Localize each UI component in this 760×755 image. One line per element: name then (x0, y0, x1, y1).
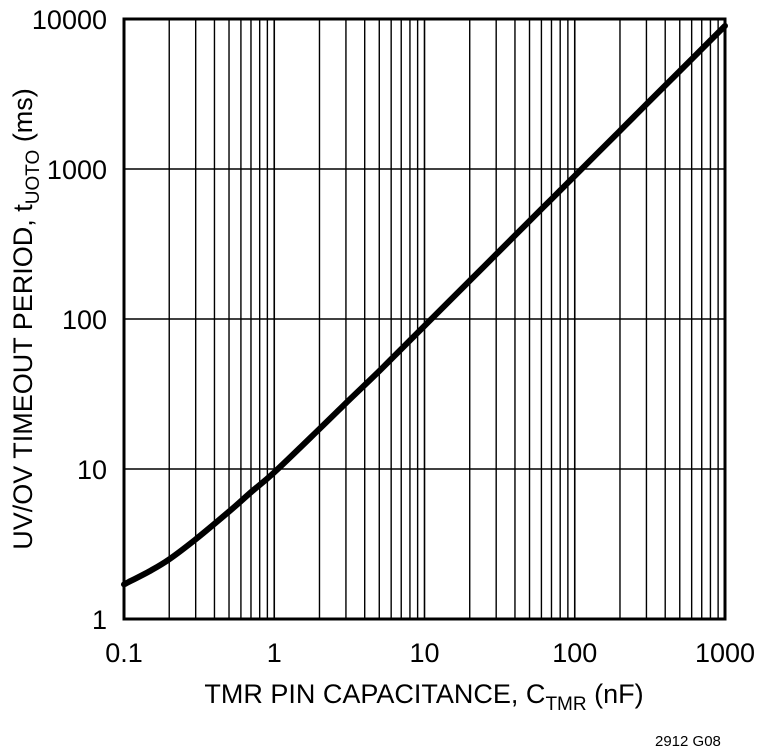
x-tick-label: 1 (267, 638, 282, 668)
y-tick-label: 10 (77, 455, 107, 485)
x-axis-title: TMR PIN CAPACITANCE, CTMR (nF) (204, 679, 643, 715)
x-tick-label: 0.1 (105, 638, 143, 668)
grid-lines (124, 19, 725, 619)
y-tick-label: 100 (62, 305, 107, 335)
y-axis-title: UV/OV TIMEOUT PERIOD, tUOTO (ms) (8, 88, 44, 550)
x-tick-label: 100 (552, 638, 597, 668)
y-tick-label: 1000 (47, 155, 107, 185)
y-tick-labels: 1 10 100 1000 10000 (32, 5, 107, 635)
y-tick-label: 10000 (32, 5, 107, 35)
figure-id: 2912 G08 (655, 733, 721, 750)
y-tick-label: 1 (92, 605, 107, 635)
plot-frame (122, 17, 727, 621)
x-tick-label: 10 (409, 638, 439, 668)
x-tick-labels: 0.1 1 10 100 1000 (105, 638, 755, 668)
data-curve (121, 22, 728, 588)
x-tick-label: 1000 (695, 638, 755, 668)
